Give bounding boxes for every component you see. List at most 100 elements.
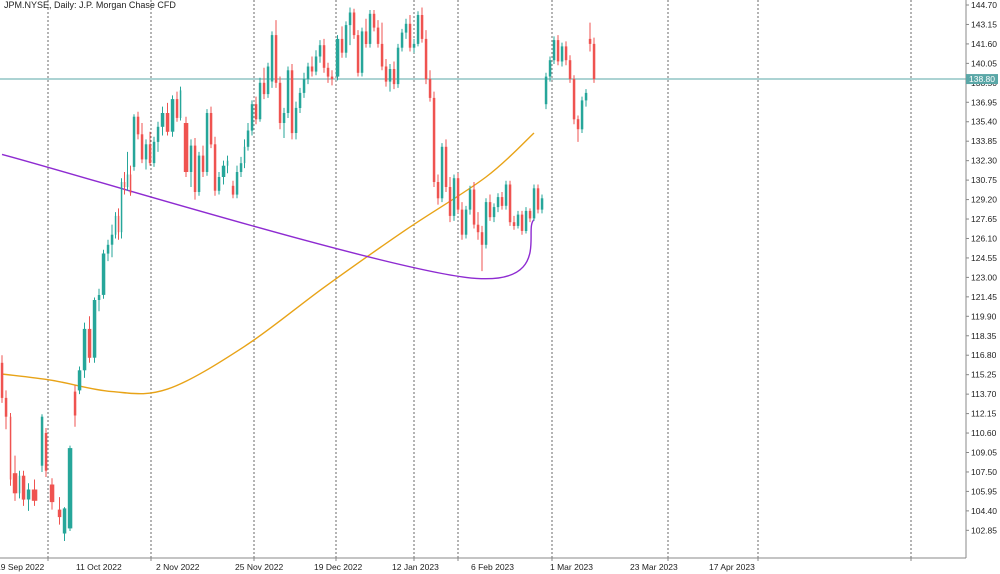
candle-body — [73, 391, 77, 416]
candle-body — [213, 144, 217, 191]
candle — [26, 483, 31, 511]
x-tick-label: 12 Jan 2023 — [392, 562, 439, 572]
candle — [492, 203, 496, 223]
candle — [87, 316, 92, 363]
candle — [376, 20, 380, 48]
y-tick-label: 115.25 — [971, 370, 997, 380]
candle-body — [67, 448, 73, 529]
candle-body — [436, 182, 440, 199]
candle — [132, 114, 136, 171]
candle — [472, 181, 476, 229]
candle-body — [396, 47, 400, 85]
candle — [175, 91, 179, 122]
candle-body — [0, 362, 4, 398]
candle-body — [592, 43, 596, 79]
candle-body — [286, 70, 290, 113]
candle — [368, 10, 372, 48]
candle-body — [239, 163, 243, 172]
candle — [221, 160, 226, 185]
y-tick-label: 109.05 — [971, 448, 997, 458]
candle — [201, 145, 205, 177]
candle-body — [480, 232, 484, 245]
candle — [110, 224, 114, 258]
candle-body — [136, 116, 140, 135]
candle-body — [57, 509, 62, 518]
candle-body — [568, 60, 572, 79]
candle-body — [140, 134, 144, 160]
y-tick-label: 123.00 — [971, 272, 997, 282]
y-tick-label: 112.15 — [971, 409, 997, 419]
candle-body — [340, 38, 344, 53]
candle-body — [456, 178, 460, 210]
candle — [416, 11, 420, 47]
y-tick-label: 118.35 — [971, 331, 997, 341]
candle-body — [516, 214, 520, 226]
candle — [101, 249, 106, 299]
candle-body — [26, 489, 31, 500]
candle — [428, 70, 432, 102]
x-tick-label: 2 Nov 2022 — [156, 562, 200, 572]
candle-body — [266, 66, 270, 95]
candle — [140, 122, 144, 164]
candles — [0, 7, 596, 541]
candle-body — [564, 46, 568, 61]
candle-body — [560, 46, 564, 62]
y-tick-label: 116.80 — [971, 350, 997, 360]
candle — [318, 40, 322, 63]
candle-body — [82, 328, 87, 371]
candle — [464, 205, 468, 239]
candle-body — [380, 43, 384, 67]
candle-body — [270, 35, 274, 82]
candle-body — [254, 104, 258, 120]
candle-body — [464, 209, 468, 235]
candle-body — [322, 45, 326, 68]
candle — [388, 63, 392, 92]
candle — [508, 180, 512, 226]
y-tick-label: 144.70 — [971, 0, 997, 10]
candle — [322, 38, 326, 73]
y-tick-label: 110.60 — [971, 428, 997, 438]
candle — [193, 138, 197, 200]
candle-body — [235, 172, 239, 195]
candle — [500, 192, 504, 210]
y-tick-label: 141.60 — [971, 39, 997, 49]
candle — [344, 21, 348, 58]
candle-body — [258, 82, 262, 120]
candle-body — [588, 38, 592, 44]
candle — [290, 63, 294, 140]
candle — [57, 497, 62, 525]
candle — [266, 62, 270, 98]
candle-body — [460, 209, 464, 235]
candle — [120, 178, 123, 239]
moving-averages — [1, 132, 535, 395]
candle-body — [123, 182, 126, 187]
candle-body — [488, 202, 492, 218]
candle — [588, 22, 592, 52]
candle-body — [388, 69, 392, 82]
candle-body — [540, 198, 544, 210]
y-tick-label: 127.65 — [971, 214, 997, 224]
candle-body — [536, 188, 540, 210]
candle-body — [87, 328, 92, 358]
candle-body — [209, 113, 213, 145]
candle-body — [250, 104, 254, 131]
candle — [12, 455, 18, 501]
candle-body — [306, 66, 310, 80]
y-tick-label: 140.05 — [971, 58, 997, 68]
candle-body — [97, 295, 101, 300]
candle — [352, 8, 356, 39]
candle-body — [175, 99, 179, 118]
candle — [572, 75, 576, 125]
candle-body — [524, 210, 528, 231]
candle — [136, 111, 140, 140]
x-tick-label: 19 Sep 2022 — [0, 562, 44, 572]
candle-body — [532, 188, 536, 219]
candle — [302, 72, 306, 98]
candle — [564, 41, 568, 66]
candle — [408, 15, 412, 52]
candle — [97, 288, 101, 312]
candle — [262, 67, 266, 100]
current-price-box: 138.80 — [966, 74, 998, 85]
candle — [488, 194, 492, 221]
